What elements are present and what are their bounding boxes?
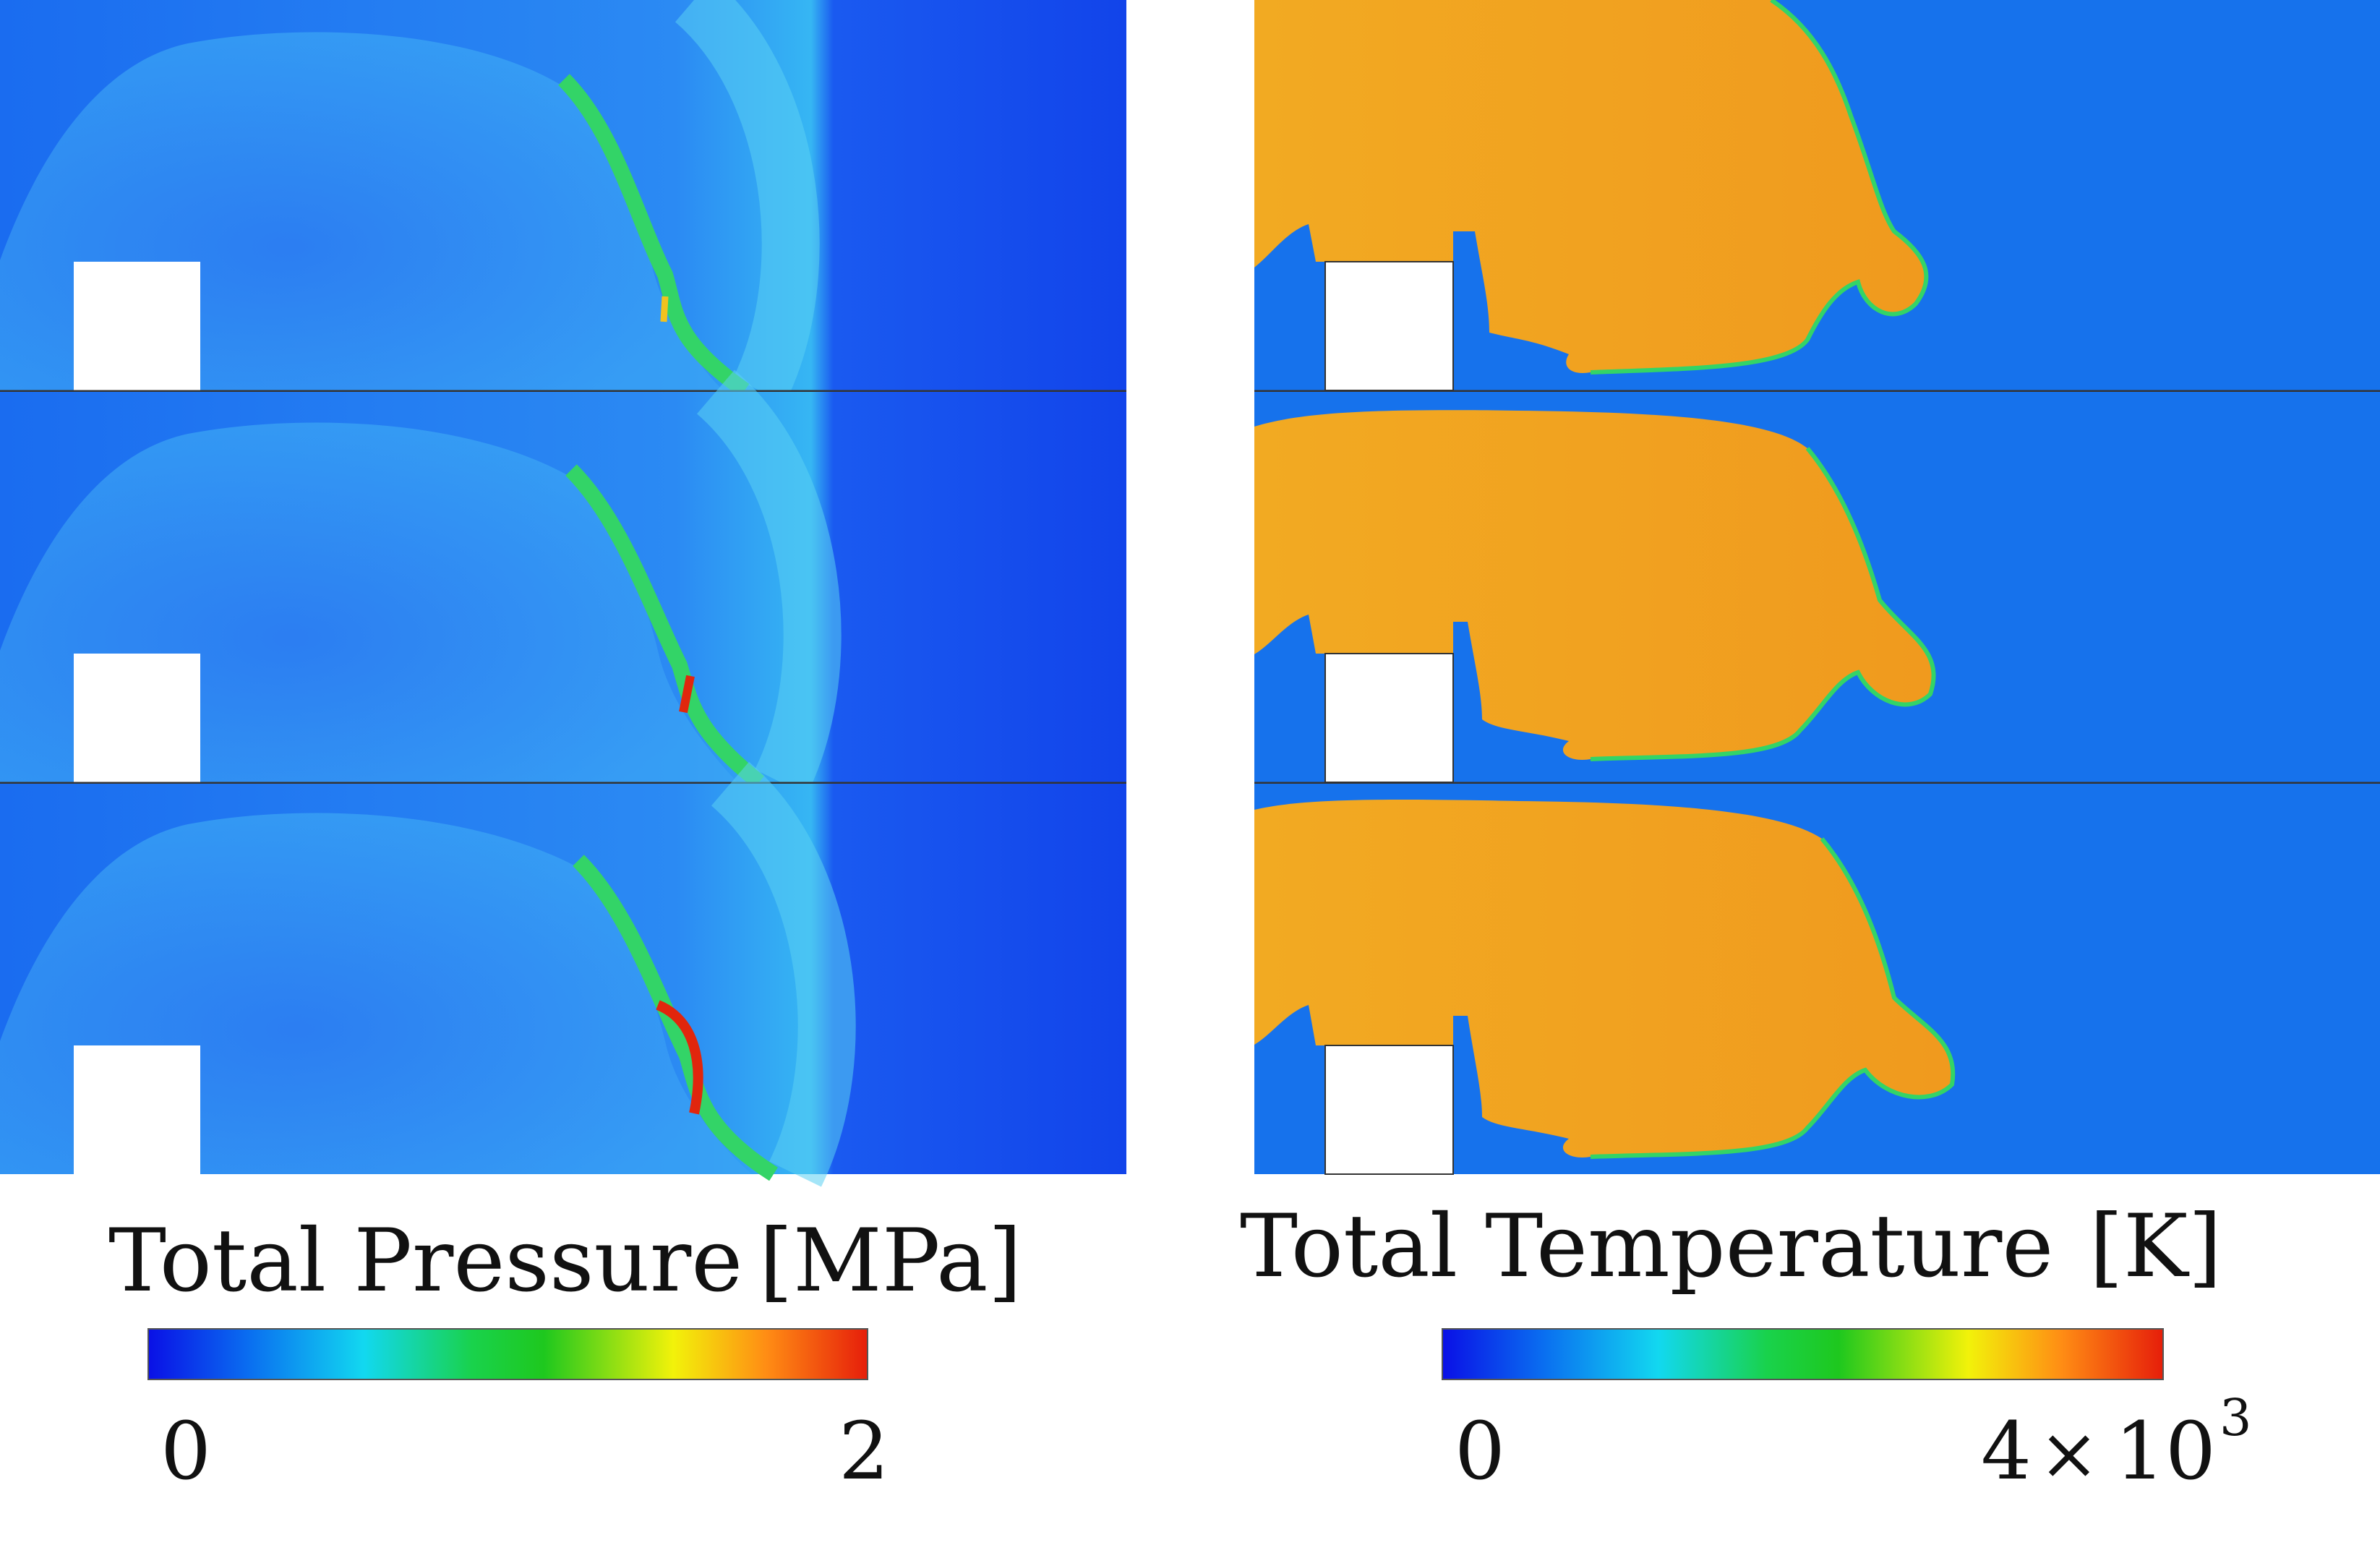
burned-gas-region	[1254, 799, 1953, 1158]
burned-gas-region	[1254, 410, 1934, 760]
pressure-frame-2	[0, 369, 1126, 795]
pressure-unit: [MPa]	[759, 1211, 1022, 1312]
pressure-colorbar-max: 2	[839, 1405, 889, 1497]
pressure-colorbar-min: 0	[160, 1405, 211, 1497]
hot-spot	[656, 1000, 703, 1115]
pressure-panel	[0, 0, 1126, 1187]
pressure-legend: Total Pressure [MPa] 0 2	[108, 1211, 1022, 1497]
reaction-zone	[573, 855, 778, 1181]
temperature-unit: [K]	[2089, 1197, 2222, 1297]
hot-spot	[660, 296, 669, 322]
temperature-colorbar-min: 0	[1455, 1405, 1505, 1497]
reaction-zone	[558, 74, 750, 398]
temperature-colorbar-max-exponent: 3	[2220, 1388, 2252, 1447]
temperature-colorbar-max-base: 10	[2115, 1405, 2216, 1497]
obstacle	[74, 262, 200, 390]
obstacle	[74, 1045, 200, 1174]
temperature-colorbar-max-mantissa: 4	[1981, 1405, 2032, 1497]
shock-front	[696, 369, 842, 795]
temperature-title: Total Temperature	[1240, 1197, 2053, 1297]
flame-front-edge	[1590, 447, 1936, 761]
obstacle	[1324, 261, 1454, 391]
burned-gas-region	[1254, 0, 1927, 373]
shock-front	[711, 761, 856, 1187]
pressure-title: Total Pressure	[108, 1211, 742, 1312]
temperature-frame-3	[1254, 784, 2380, 1175]
flame-front-edge	[1590, 837, 1956, 1159]
pressure-colorbar	[147, 1328, 868, 1380]
temperature-colorbar-max-times: ×	[2039, 1411, 2099, 1496]
temperature-frame-2	[1254, 392, 2380, 783]
hot-spot	[679, 675, 695, 714]
shock-front	[675, 0, 820, 403]
temperature-frame-1	[1254, 0, 2380, 391]
reaction-zone	[565, 464, 764, 789]
pressure-frame-1	[0, 0, 1126, 403]
obstacle	[1324, 653, 1454, 783]
flame-front-edge	[1590, 0, 1929, 375]
obstacle	[74, 654, 200, 782]
obstacle	[1324, 1045, 1454, 1175]
pressure-frame-3	[0, 761, 1126, 1187]
temperature-legend: Total Temperature [K] 0 4 × 10 3	[1240, 1197, 2252, 1497]
temperature-panel	[1254, 0, 2380, 1175]
temperature-colorbar	[1442, 1328, 2164, 1380]
temperature-colorbar-max: 4 × 10 3	[1981, 1388, 2252, 1497]
